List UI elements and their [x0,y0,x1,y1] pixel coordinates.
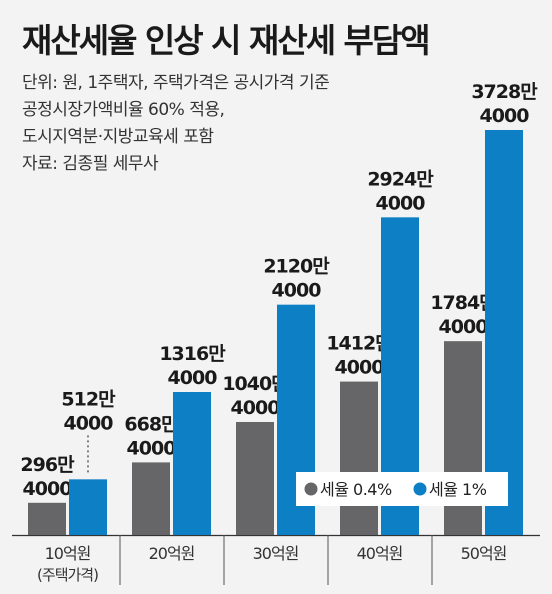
category-label-4: 40억원 [357,544,403,563]
value-label-rate-0-4-3: 1040만 4000 [222,373,289,419]
value-label-rate-1-5: 3728만 4000 [471,81,538,127]
value-label-rate-1-4: 2924만 4000 [367,168,434,214]
legend-dot-rate-1 [413,482,427,496]
value-label-rate-0-4-4: 1412만 4000 [326,333,393,379]
chart-notes: 단위: 원, 1주택자, 주택가격은 공시가격 기준 공정시장가액비율 60% … [22,70,330,178]
value-label-rate-1-3: 2120만 4000 [263,256,330,302]
chart-title: 재산세율 인상 시 재산세 부담액 [22,21,431,60]
legend-label-rate-0-4: 세율 0.4% [320,480,392,499]
note-included: 도시지역분·지방교육세 포함 [22,127,214,147]
category-label-2: 20억원 [149,544,195,563]
legend: 세율 0.4% 세율 1% [296,472,508,506]
bar-rate-0-4-4 [340,381,378,535]
note-source: 자료: 김종필 세무사 [22,154,159,174]
category-label-3: 30억원 [253,544,299,563]
bar-rate-1-5 [485,130,523,535]
value-label-rate-1-1: 512만 4000 [61,388,116,434]
bar-rate-1-1 [69,479,107,535]
value-label-rate-0-4-1: 296만 4000 [20,454,75,500]
category-label-1: 10억원 [45,544,91,563]
bar-rate-1-2 [173,392,211,535]
note-ratio: 공정시장가액비율 60% 적용, [22,100,225,120]
bar-rate-0-4-1 [28,502,66,535]
legend-box [296,472,508,506]
bar-rate-0-4-3 [236,421,274,535]
legend-label-rate-1: 세율 1% [429,480,487,499]
value-label-rate-0-4-5: 1784만 4000 [430,292,497,338]
category-label-5: 50억원 [461,544,507,563]
value-label-rate-1-2: 1316만 4000 [159,343,226,389]
note-unit: 단위: 원, 1주택자, 주택가격은 공시가격 기준 [22,73,330,93]
bar-rate-0-4-2 [132,462,170,535]
category-sublabel-1: (주택가격) [37,566,98,584]
value-label-rate-0-4-2: 668만 4000 [124,413,179,459]
legend-dot-rate-0-4 [304,482,318,496]
